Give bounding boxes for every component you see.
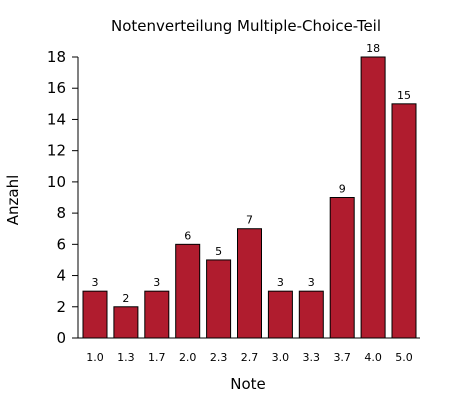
y-tick-label: 2 bbox=[56, 298, 66, 316]
bar bbox=[237, 228, 262, 339]
x-tick-label: 5.0 bbox=[395, 351, 413, 364]
x-tick-label: 2.7 bbox=[241, 351, 259, 364]
y-tick-label: 6 bbox=[56, 235, 66, 253]
bar-value-label: 9 bbox=[339, 183, 346, 196]
x-tick-label: 2.3 bbox=[210, 351, 228, 364]
y-tick-label: 16 bbox=[47, 79, 66, 97]
bar bbox=[360, 56, 386, 339]
bar-value-label: 5 bbox=[215, 245, 222, 258]
bar-value-label: 3 bbox=[153, 276, 160, 289]
x-axis-label: Note bbox=[230, 375, 266, 393]
bar-value-label: 7 bbox=[246, 214, 253, 227]
chart-title: Notenverteilung Multiple-Choice-Teil bbox=[111, 17, 381, 35]
bar bbox=[391, 103, 417, 339]
x-tick-label: 3.3 bbox=[303, 351, 321, 364]
x-tick-label: 1.7 bbox=[148, 351, 166, 364]
bar bbox=[113, 306, 139, 339]
y-tick-label: 10 bbox=[47, 173, 66, 191]
bar bbox=[206, 259, 232, 339]
bar bbox=[144, 290, 170, 339]
x-tick-label: 3.7 bbox=[333, 351, 351, 364]
bar bbox=[329, 197, 355, 339]
bar-value-label: 3 bbox=[308, 276, 315, 289]
x-tick-label: 4.0 bbox=[364, 351, 382, 364]
bar-value-label: 6 bbox=[184, 229, 191, 242]
y-tick-label: 12 bbox=[47, 142, 66, 160]
x-tick-label: 3.0 bbox=[272, 351, 290, 364]
y-tick-label: 18 bbox=[47, 48, 66, 66]
bar bbox=[267, 290, 293, 339]
bar-value-label: 15 bbox=[397, 89, 411, 102]
y-tick-label: 14 bbox=[47, 110, 66, 128]
y-axis-label: Anzahl bbox=[4, 175, 22, 226]
bar bbox=[175, 243, 201, 339]
bar-value-label: 18 bbox=[366, 42, 380, 55]
x-tick-label: 1.0 bbox=[86, 351, 104, 364]
x-tick-label: 2.0 bbox=[179, 351, 197, 364]
bar bbox=[298, 290, 324, 339]
y-tick-label: 8 bbox=[56, 204, 66, 222]
x-tick-label: 1.3 bbox=[117, 351, 135, 364]
y-tick-label: 4 bbox=[56, 267, 66, 285]
bar bbox=[82, 290, 108, 339]
x-axis: 1.0 1.3 1.7 2.0 2.3 2.7 3.0 3.3 3.7 4.0 5.0 bbox=[78, 337, 420, 364]
y-tick-label: 0 bbox=[56, 329, 66, 347]
bars-group: 3 2 3 6 5 7 3 3 9 18 15 bbox=[82, 42, 417, 339]
bar-value-label: 3 bbox=[92, 276, 99, 289]
y-axis: 0 2 4 6 8 10 12 14 16 18 bbox=[47, 48, 79, 347]
bar-value-label: 2 bbox=[122, 292, 129, 305]
bar-value-label: 3 bbox=[277, 276, 284, 289]
